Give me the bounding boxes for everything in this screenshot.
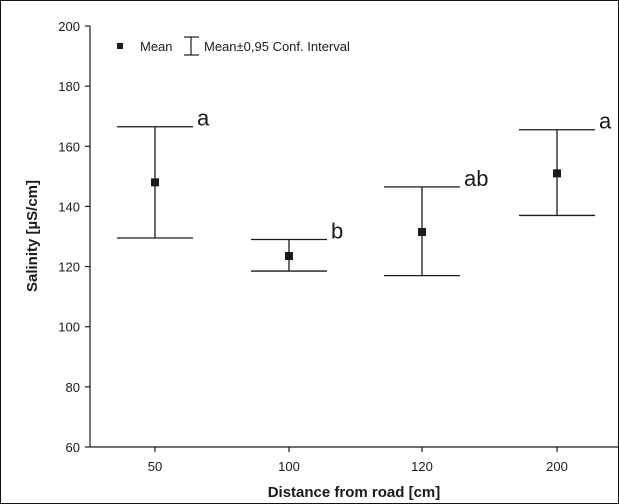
x-tick-label: 120 xyxy=(411,459,433,474)
y-tick-label: 100 xyxy=(58,320,80,335)
legend-mean-symbol xyxy=(117,43,123,49)
x-tick-label: 200 xyxy=(546,459,568,474)
mean-point xyxy=(553,169,561,178)
x-tick-label: 100 xyxy=(278,459,300,474)
mean-point xyxy=(418,227,426,236)
mean-point xyxy=(285,252,293,261)
y-tick-label: 60 xyxy=(66,440,80,455)
group-letter: ab xyxy=(464,166,488,191)
y-tick-label: 180 xyxy=(58,79,80,94)
y-tick-label: 160 xyxy=(58,139,80,154)
y-tick-label: 80 xyxy=(66,380,80,395)
legend-ci-label: Mean±0,95 Conf. Interval xyxy=(204,39,350,54)
y-tick-label: 200 xyxy=(58,19,80,34)
group-letter: a xyxy=(599,109,612,134)
y-tick-label: 140 xyxy=(58,199,80,214)
x-axis-title: Distance from road [cm] xyxy=(268,484,441,501)
x-ticks: 50 100 120 200 xyxy=(148,447,568,474)
axes xyxy=(89,26,618,448)
x-tick-label: 50 xyxy=(148,459,162,474)
group-letter: a xyxy=(197,106,210,131)
y-ticks: 60 80 100 120 140 160 180 200 xyxy=(58,19,90,455)
legend-ci-symbol xyxy=(184,36,199,56)
y-axis-title: Salinity [µS/cm] xyxy=(24,180,41,292)
legend-mean-label: Mean xyxy=(140,39,173,54)
legend: Mean Mean±0,95 Conf. Interval xyxy=(117,36,350,56)
mean-point xyxy=(151,178,159,187)
y-tick-label: 120 xyxy=(58,260,80,275)
group-letter: b xyxy=(331,219,343,244)
